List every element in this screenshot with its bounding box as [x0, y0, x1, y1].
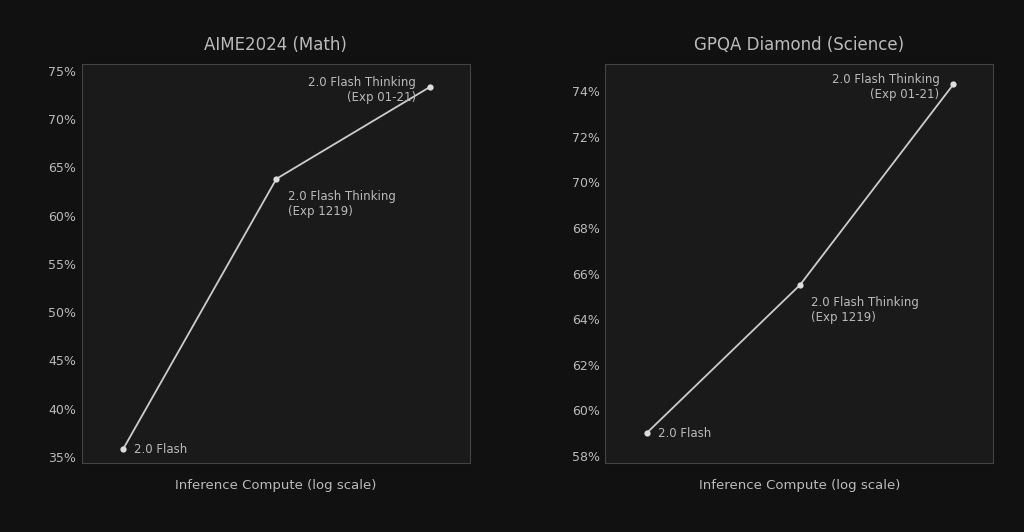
- Text: 2.0 Flash: 2.0 Flash: [657, 427, 711, 440]
- X-axis label: Inference Compute (log scale): Inference Compute (log scale): [175, 479, 377, 492]
- Text: 2.0 Flash Thinking
(Exp 1219): 2.0 Flash Thinking (Exp 1219): [288, 190, 395, 218]
- X-axis label: Inference Compute (log scale): Inference Compute (log scale): [698, 479, 900, 492]
- Text: 2.0 Flash Thinking
(Exp 1219): 2.0 Flash Thinking (Exp 1219): [811, 296, 919, 324]
- Text: 2.0 Flash Thinking
(Exp 01-21): 2.0 Flash Thinking (Exp 01-21): [831, 73, 939, 101]
- Text: 2.0 Flash Thinking
(Exp 01-21): 2.0 Flash Thinking (Exp 01-21): [308, 76, 416, 104]
- Title: GPQA Diamond (Science): GPQA Diamond (Science): [694, 36, 904, 54]
- Title: AIME2024 (Math): AIME2024 (Math): [205, 36, 347, 54]
- Text: 2.0 Flash: 2.0 Flash: [134, 443, 187, 456]
